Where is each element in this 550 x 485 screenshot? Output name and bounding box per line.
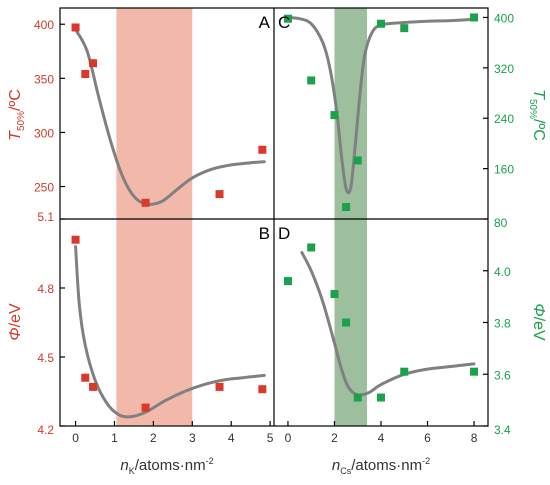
data-point-a-4 <box>141 198 150 207</box>
data-point-c-3 <box>330 111 339 120</box>
data-point-d-4 <box>342 318 351 327</box>
highlight-band-b <box>116 219 193 426</box>
x-tick-label-b-2: 1 <box>111 431 118 445</box>
data-point-c-2 <box>307 76 316 85</box>
y-tick-label-c-1: 80 <box>494 216 508 230</box>
data-point-c-4 <box>342 203 351 212</box>
data-point-c-5 <box>353 156 362 165</box>
fit-curve-d <box>300 251 476 397</box>
data-point-d-5 <box>353 393 362 402</box>
fit-curve-b <box>74 245 266 419</box>
data-point-d-6 <box>377 393 385 402</box>
x-tick-label-d-2: 2 <box>331 431 338 445</box>
x-tick-label-d-1: 0 <box>285 431 292 445</box>
y-tick-label-b-4: 5.1 <box>37 210 54 224</box>
y-tick-label-d-3: 3.8 <box>494 317 511 331</box>
data-point-b-1 <box>71 235 80 244</box>
data-point-a-3 <box>89 59 98 68</box>
data-point-d-1 <box>283 277 292 286</box>
x-tick-label-d-3: 4 <box>378 431 385 445</box>
y-tick-label-b-3: 4.8 <box>37 282 54 296</box>
y-tick-label-a-3: 350 <box>34 72 54 86</box>
x-tick-label-b-6: 5 <box>267 431 274 445</box>
data-point-d-7 <box>400 367 409 376</box>
panel-label-d: D <box>278 224 290 243</box>
left-x-axis-title: nK/atoms·nm-2 <box>120 456 213 476</box>
data-point-a-2 <box>81 70 90 79</box>
y-tick-label-d-2: 3.6 <box>494 368 511 382</box>
data-point-a-5 <box>215 190 224 199</box>
y-tick-label-c-4: 320 <box>494 62 514 76</box>
y-tick-label-b-2: 4.5 <box>37 351 54 365</box>
panel-d: 3.4 3.6 3.8 4.0 0 2 4 6 8 D <box>278 219 511 445</box>
panel-c: 80 160 240 320 400 C <box>278 8 514 230</box>
x-tick-label-d-4: 6 <box>424 431 431 445</box>
x-tick-label-b-4: 3 <box>189 431 196 445</box>
data-point-c-7 <box>400 24 409 33</box>
data-point-b-6 <box>258 385 267 394</box>
y-tick-label-d-4: 4.0 <box>494 265 511 279</box>
data-point-d-3 <box>330 290 339 299</box>
right-x-axis-title: nCs/atoms·nm-2 <box>332 456 430 476</box>
y-tick-label-a-4: 400 <box>34 18 54 32</box>
x-tick-label-b-3: 2 <box>150 431 157 445</box>
y-tick-label-a-2: 300 <box>34 126 54 140</box>
y-tick-label-c-2: 160 <box>494 163 514 177</box>
y-tick-label-d-1: 3.4 <box>494 423 511 437</box>
data-point-d-2 <box>307 243 316 252</box>
data-point-a-1 <box>71 23 80 32</box>
left-bottom-axis-title: Φ/eV <box>7 303 24 341</box>
y-tick-label-b-1: 4.2 <box>37 423 54 437</box>
data-point-b-3 <box>89 382 98 391</box>
data-point-c-1 <box>283 14 292 23</box>
panel-a: 250 300 350 400 A <box>34 8 271 219</box>
panel-label-b: B <box>259 224 270 243</box>
right-bottom-axis-title: Φ/eV <box>530 303 547 341</box>
data-point-b-5 <box>215 382 224 391</box>
data-point-b-2 <box>81 373 90 382</box>
y-tick-label-c-5: 400 <box>494 11 514 25</box>
x-tick-label-b-1: 0 <box>72 431 79 445</box>
highlight-band-a <box>116 8 193 219</box>
y-tick-label-c-3: 240 <box>494 112 514 126</box>
panel-b: 4.2 4.5 4.8 5.1 0 1 2 3 4 5 B <box>37 210 273 445</box>
fit-curve-a <box>74 28 266 206</box>
y-tick-label-a-1: 250 <box>34 181 54 195</box>
data-point-c-6 <box>377 19 385 28</box>
data-point-b-4 <box>141 403 150 412</box>
panel-label-c: C <box>278 13 290 32</box>
fit-curve-c <box>286 15 476 195</box>
x-tick-label-d-5: 8 <box>471 431 478 445</box>
panel-label-a: A <box>259 13 271 32</box>
x-tick-label-b-5: 4 <box>228 431 235 445</box>
data-point-a-6 <box>258 145 267 154</box>
data-point-c-8 <box>470 13 479 22</box>
data-point-d-8 <box>470 367 479 376</box>
left-top-axis-title: T50%/ºC <box>7 89 27 141</box>
right-top-axis-title: T50%/ºC <box>527 89 547 141</box>
